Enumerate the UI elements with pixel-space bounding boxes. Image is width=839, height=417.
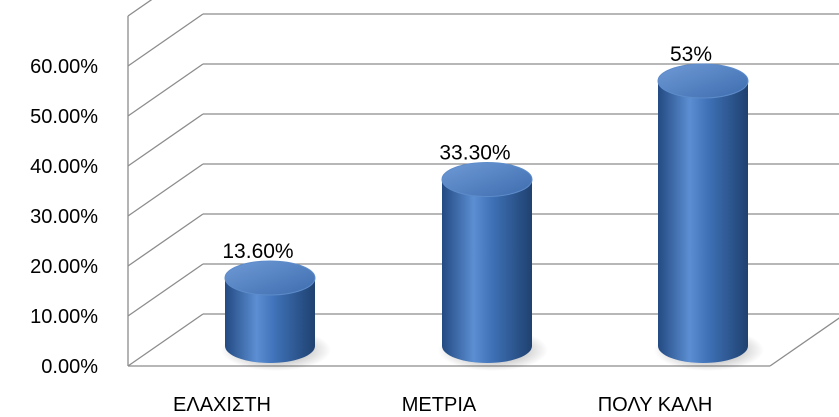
category-label: ΠΟΛΥ ΚΑΛΗ bbox=[598, 394, 713, 416]
bar-top bbox=[657, 63, 749, 99]
gridline-diagonal bbox=[127, 313, 204, 367]
bar-top bbox=[441, 162, 533, 197]
y-tick-label: 30.00% bbox=[30, 206, 98, 228]
y-axis-ticks: 0.00% 10.00% 20.00% 30.00% 40.00% 50.00% 60.00… bbox=[30, 56, 98, 378]
bar bbox=[438, 162, 548, 371]
bar-body bbox=[225, 278, 315, 363]
y-tick-label: 20.00% bbox=[30, 256, 98, 278]
data-label: 53% bbox=[670, 43, 712, 66]
bar bbox=[221, 260, 331, 371]
y-tick-label: 40.00% bbox=[30, 156, 98, 178]
bar-body bbox=[658, 81, 748, 363]
category-label: ΕΛΑΧΙΣΤΗ bbox=[173, 394, 271, 416]
bar bbox=[654, 63, 764, 371]
category-label: ΜΕΤΡΙΑ bbox=[402, 394, 477, 416]
floor-right-edge bbox=[769, 317, 839, 367]
gridline-diagonal bbox=[127, 0, 153, 17]
y-tick-label: 60.00% bbox=[30, 56, 98, 78]
y-tick-label: 10.00% bbox=[30, 306, 98, 328]
gridline-diagonal bbox=[127, 63, 204, 117]
x-axis-categories: ΕΛΑΧΙΣΤΗ ΜΕΤΡΙΑ ΠΟΛΥ ΚΑΛΗ bbox=[173, 394, 712, 416]
bar-top bbox=[224, 260, 316, 296]
bar-body bbox=[442, 179, 532, 363]
bar-layer bbox=[221, 63, 764, 371]
gridline-diagonal bbox=[127, 163, 204, 217]
gridline-diagonal bbox=[127, 263, 204, 317]
data-label: 13.60% bbox=[222, 240, 293, 263]
gridline-diagonal bbox=[127, 213, 204, 267]
y-tick-label: 50.00% bbox=[30, 106, 98, 128]
gridline-diagonal bbox=[127, 113, 204, 167]
data-labels: 13.60% 33.30% 53% bbox=[222, 43, 712, 263]
y-tick-label: 0.00% bbox=[41, 356, 98, 378]
data-label: 33.30% bbox=[439, 142, 510, 165]
gridline-diagonal bbox=[127, 13, 204, 67]
